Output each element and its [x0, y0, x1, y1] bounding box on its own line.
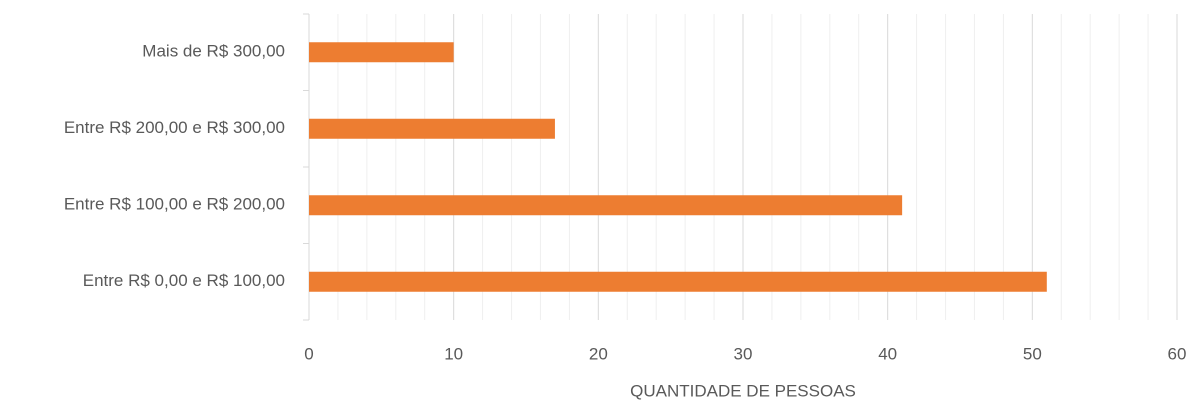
bar [309, 195, 903, 216]
x-tick-label: 10 [444, 344, 463, 363]
x-tick-label: 0 [304, 344, 313, 363]
bar [309, 271, 1047, 292]
x-tick-label: 40 [878, 344, 897, 363]
bar [309, 118, 555, 139]
y-tick-label: Mais de R$ 300,00 [142, 42, 285, 61]
x-tick-label: 60 [1168, 344, 1187, 363]
bar [309, 42, 454, 63]
x-axis-label: QUANTIDADE DE PESSOAS [630, 381, 856, 400]
x-tick-label: 20 [589, 344, 608, 363]
y-tick-label: Entre R$ 0,00 e R$ 100,00 [83, 271, 285, 290]
x-tick-label: 30 [734, 344, 753, 363]
x-tick-label: 50 [1023, 344, 1042, 363]
y-tick-label: Entre R$ 100,00 e R$ 200,00 [64, 195, 285, 214]
y-tick-label: Entre R$ 200,00 e R$ 300,00 [64, 118, 285, 137]
